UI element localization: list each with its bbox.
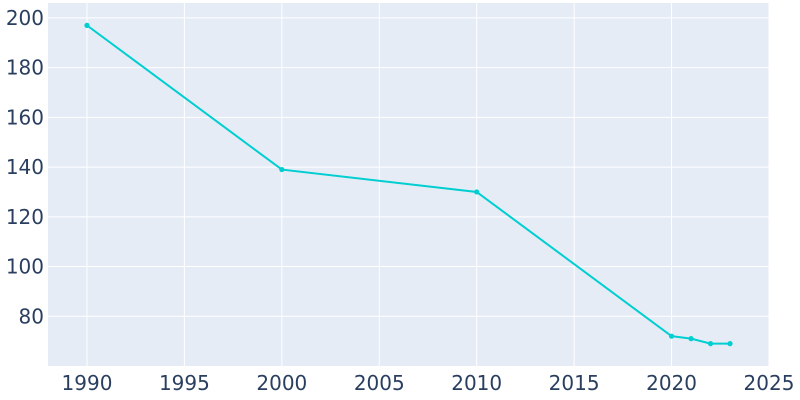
y-axis-ticks: 80 100 120 140 160 180 200: [6, 6, 44, 328]
x-tick-label: 2015: [549, 371, 600, 395]
y-tick-label: 120: [6, 205, 44, 229]
y-tick-label: 160: [6, 105, 44, 129]
x-tick-label: 2010: [451, 371, 502, 395]
data-point: [727, 341, 733, 347]
y-tick-label: 140: [6, 155, 44, 179]
x-tick-label: 2025: [744, 371, 795, 395]
x-tick-label: 1990: [62, 371, 113, 395]
data-point: [688, 336, 694, 342]
y-tick-label: 100: [6, 255, 44, 279]
data-point: [279, 166, 285, 173]
x-axis-ticks: 1990 1995 2000 2005 2010 2015 2020 2025: [62, 371, 795, 395]
y-tick-label: 200: [6, 6, 44, 30]
data-point: [668, 333, 675, 339]
x-tick-label: 1995: [159, 371, 210, 395]
data-point: [84, 22, 90, 28]
x-tick-label: 2000: [256, 371, 307, 395]
x-tick-label: 2020: [646, 371, 697, 395]
series-layer: [84, 22, 733, 347]
data-point: [474, 189, 480, 195]
x-tick-label: 2005: [354, 371, 405, 395]
data-point: [707, 341, 714, 347]
y-tick-label: 180: [6, 56, 44, 80]
y-tick-label: 80: [19, 304, 44, 328]
gridlines: [48, 3, 770, 366]
